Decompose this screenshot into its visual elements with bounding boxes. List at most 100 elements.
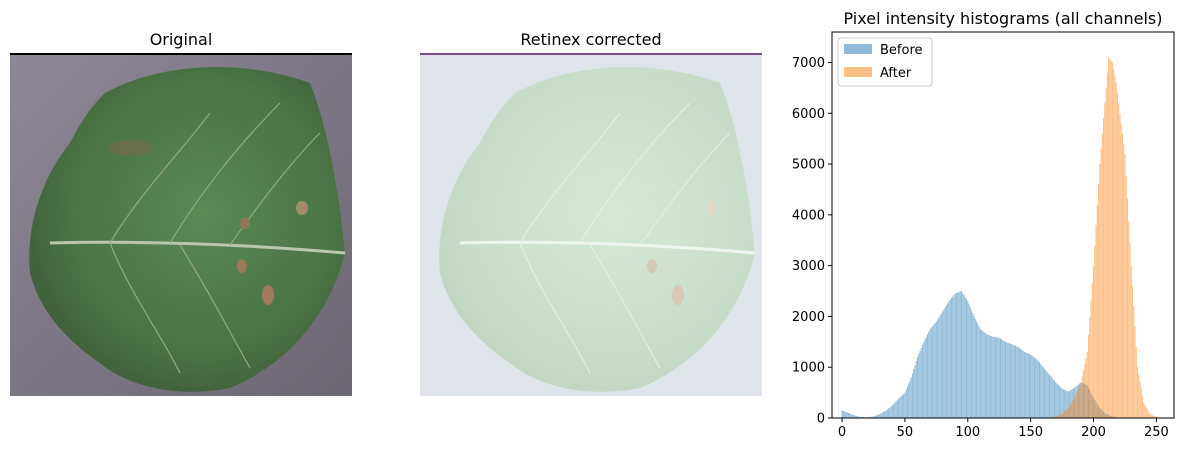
histogram-bar-before bbox=[947, 303, 949, 418]
histogram-bar-before bbox=[930, 327, 932, 418]
histogram-bar-before bbox=[998, 337, 1000, 418]
histogram-bar-before bbox=[971, 310, 973, 418]
histogram-bar-before bbox=[1042, 367, 1044, 418]
histogram-bar-before bbox=[841, 410, 843, 418]
histogram-bar-before bbox=[1115, 417, 1117, 418]
histogram-bar-after bbox=[1123, 143, 1125, 419]
histogram-bar-before bbox=[1052, 379, 1054, 418]
histogram-bar-before bbox=[915, 361, 917, 418]
histogram-bar-before bbox=[942, 311, 944, 418]
before-series bbox=[841, 291, 1126, 418]
histogram-bar-before bbox=[978, 326, 980, 418]
histogram-bar-after bbox=[1069, 405, 1071, 418]
histogram-bar-after bbox=[1079, 385, 1081, 418]
histogram-bar-after bbox=[1096, 204, 1098, 418]
histogram-bar-before bbox=[924, 339, 926, 418]
histogram-bar-before bbox=[884, 411, 886, 418]
histogram-bar-before bbox=[952, 296, 954, 418]
histogram-bar-before bbox=[954, 293, 956, 418]
histogram-bar-before bbox=[859, 416, 861, 418]
histogram-bar-before bbox=[1111, 416, 1113, 418]
histogram-bar-before bbox=[1045, 370, 1047, 418]
histogram-bar-before bbox=[1037, 361, 1039, 418]
histogram-bar-before bbox=[1013, 345, 1015, 418]
histogram-bar-after bbox=[1110, 60, 1112, 418]
histogram-bar-before bbox=[893, 403, 895, 418]
histogram-bar-before bbox=[1001, 339, 1003, 418]
histogram-bar-before bbox=[1074, 387, 1076, 418]
histogram-bar-after bbox=[1057, 415, 1059, 418]
histogram-bar-before bbox=[914, 365, 916, 418]
histogram-bar-before bbox=[1101, 410, 1103, 418]
histogram-bar-before bbox=[851, 414, 853, 418]
histogram-bar-after bbox=[1104, 103, 1106, 419]
histogram-bar-before bbox=[937, 319, 939, 418]
histogram-bar-before bbox=[1075, 386, 1077, 418]
histogram-bar-before bbox=[949, 299, 951, 418]
histogram-bar-after bbox=[1130, 265, 1132, 418]
histogram-bar-after bbox=[1065, 410, 1067, 418]
histogram-bar-before bbox=[1003, 341, 1005, 418]
x-tick-label: 200 bbox=[1081, 425, 1106, 440]
histogram-bar-before bbox=[850, 413, 852, 418]
histogram-bar-after bbox=[1139, 381, 1141, 418]
histogram-bar-before bbox=[875, 415, 877, 418]
histogram-bar-before bbox=[842, 410, 844, 418]
histogram-bar-after bbox=[1111, 62, 1113, 418]
histogram-bar-before bbox=[880, 413, 882, 418]
histogram-bar-before bbox=[910, 377, 912, 418]
histogram-bar-before bbox=[852, 414, 854, 418]
y-tick-label: 7000 bbox=[792, 56, 825, 71]
histogram-bar-after bbox=[1064, 411, 1066, 418]
y-tick-label: 4000 bbox=[792, 208, 825, 223]
legend-swatch-before bbox=[844, 44, 872, 54]
histogram-bar-before bbox=[1002, 340, 1004, 418]
histogram-bar-before bbox=[966, 299, 968, 418]
histogram-bar-after bbox=[1062, 412, 1064, 418]
histogram-bar-after bbox=[1067, 407, 1069, 418]
histogram-bar-before bbox=[1021, 349, 1023, 418]
histogram-bar-before bbox=[906, 386, 908, 418]
histogram-bar-before bbox=[1018, 347, 1020, 418]
histogram-bar-before bbox=[976, 321, 978, 418]
histogram-bar-before bbox=[1081, 382, 1083, 418]
histogram-bar-before bbox=[886, 409, 888, 418]
histogram-bar-after bbox=[1093, 265, 1095, 418]
histogram-bar-after bbox=[1056, 415, 1058, 418]
x-axis: 0 50 100 150 200 250 bbox=[838, 418, 1169, 440]
histogram-bar-after bbox=[1113, 69, 1115, 418]
histogram-bar-before bbox=[960, 291, 963, 418]
histogram-bar-before bbox=[1025, 352, 1027, 418]
histogram-bar-after bbox=[1155, 416, 1157, 418]
legend-label-before: Before bbox=[880, 43, 923, 58]
histogram-bar-before bbox=[876, 414, 878, 418]
histogram-bar-before bbox=[940, 313, 942, 418]
histogram-bar-before bbox=[1015, 345, 1017, 418]
histogram-bar-before bbox=[1017, 346, 1019, 418]
x-tick-label: 50 bbox=[897, 425, 914, 440]
histogram-bar-before bbox=[1091, 395, 1093, 418]
histogram-bar-before bbox=[977, 324, 979, 418]
histogram-bar-after bbox=[1054, 416, 1056, 418]
histogram-bar-before bbox=[984, 333, 986, 418]
histogram-bar-after bbox=[1050, 417, 1052, 418]
histogram-bar-before bbox=[1110, 415, 1112, 418]
histogram-bar-before bbox=[1071, 389, 1073, 418]
histogram-bar-before bbox=[955, 293, 958, 418]
histogram-bar-before bbox=[899, 397, 901, 418]
histogram-bar-before bbox=[1095, 401, 1097, 418]
histogram-bar-before bbox=[869, 416, 871, 418]
histogram-bar-before bbox=[867, 417, 869, 418]
histogram-bar-after bbox=[1153, 415, 1155, 418]
histogram-bar-before bbox=[1040, 364, 1042, 418]
histogram-bar-after bbox=[1098, 184, 1100, 418]
histogram-bar-before bbox=[933, 324, 935, 418]
histogram-bar-before bbox=[1089, 390, 1091, 418]
histogram-bar-before bbox=[979, 329, 981, 418]
histogram-bar-before bbox=[1109, 415, 1111, 418]
histogram-bar-before bbox=[939, 315, 941, 418]
histogram-bar-before bbox=[1084, 383, 1086, 418]
histogram-bar-before bbox=[1108, 414, 1110, 418]
histogram-bar-before bbox=[996, 337, 998, 418]
histogram-bar-after bbox=[1157, 417, 1159, 418]
